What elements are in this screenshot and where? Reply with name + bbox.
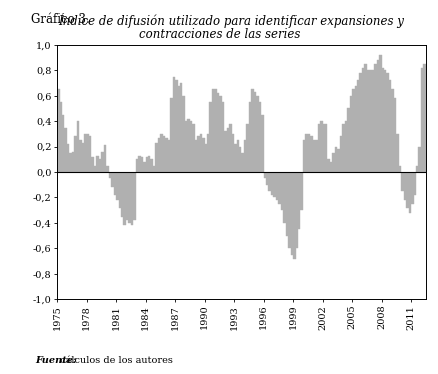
Text: cálculos de los autores: cálculos de los autores [57, 356, 173, 365]
Text: Gráfico 3.: Gráfico 3. [31, 13, 93, 26]
Text: contracciones de las series: contracciones de las series [138, 28, 300, 41]
Text: Índice de difusión utilizado para identificar expansiones y: Índice de difusión utilizado para identi… [58, 13, 403, 28]
Text: Fuente:: Fuente: [35, 356, 77, 365]
